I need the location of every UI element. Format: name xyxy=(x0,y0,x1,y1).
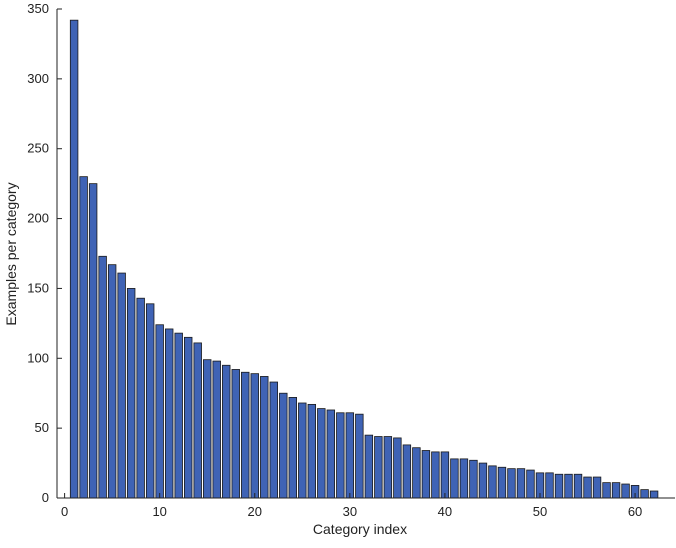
bar xyxy=(193,342,202,499)
x-tick-label: 30 xyxy=(343,504,357,519)
bar xyxy=(98,255,107,499)
bar xyxy=(288,397,297,499)
bar xyxy=(117,272,126,499)
bar xyxy=(459,458,469,499)
bar xyxy=(355,413,364,499)
bar xyxy=(155,324,164,499)
bar xyxy=(469,459,478,499)
bar xyxy=(241,371,250,499)
bar xyxy=(478,462,488,499)
bar xyxy=(621,483,630,499)
x-tick-label: 60 xyxy=(628,504,642,519)
bar xyxy=(583,476,592,499)
x-tick-label: 20 xyxy=(248,504,262,519)
bar xyxy=(507,468,516,499)
bar xyxy=(611,482,621,499)
bar xyxy=(440,451,450,499)
bar xyxy=(326,409,336,499)
bar xyxy=(564,473,573,499)
bar xyxy=(88,183,98,499)
y-tick-label: 100 xyxy=(27,350,49,365)
bar xyxy=(203,359,212,499)
x-tick-label: 0 xyxy=(61,504,68,519)
bar xyxy=(450,458,459,499)
bar xyxy=(269,381,278,499)
bar xyxy=(402,444,412,499)
bar xyxy=(345,412,355,499)
bar xyxy=(126,288,136,499)
bar xyxy=(393,437,402,499)
y-tick-label: 150 xyxy=(27,280,49,295)
bar xyxy=(79,176,88,499)
bar xyxy=(554,473,564,499)
bar xyxy=(412,447,421,499)
bar xyxy=(145,303,155,499)
bar xyxy=(336,412,345,499)
bar xyxy=(488,465,497,499)
x-tick-label: 50 xyxy=(533,504,547,519)
bar xyxy=(212,360,221,499)
bar xyxy=(421,450,431,499)
y-tick-label: 300 xyxy=(27,71,49,86)
bar xyxy=(364,434,374,499)
y-tick-label: 200 xyxy=(27,211,49,226)
y-tick-label: 50 xyxy=(35,420,49,435)
bar xyxy=(573,473,583,499)
bar xyxy=(374,436,383,499)
x-tick-label: 40 xyxy=(438,504,452,519)
bar xyxy=(516,468,526,499)
bar xyxy=(298,402,307,499)
bar xyxy=(222,364,231,499)
bar xyxy=(640,489,649,499)
bar xyxy=(69,19,79,499)
bar xyxy=(107,264,117,499)
bar xyxy=(545,472,554,499)
bar xyxy=(164,328,174,499)
y-tick-label: 350 xyxy=(27,1,49,16)
bar xyxy=(231,369,240,499)
bar xyxy=(136,297,145,499)
x-axis-label: Category index xyxy=(313,521,407,537)
y-axis-label: Examples per category xyxy=(3,182,19,325)
bar xyxy=(250,373,259,499)
bar xyxy=(592,476,602,499)
bar xyxy=(649,490,659,499)
bar xyxy=(174,332,183,499)
bar xyxy=(317,408,326,499)
bar xyxy=(497,466,507,499)
bar xyxy=(431,451,440,499)
bar xyxy=(307,403,317,499)
bar xyxy=(279,392,288,499)
bar xyxy=(526,469,535,499)
bar xyxy=(184,336,193,499)
bar xyxy=(260,376,269,499)
y-tick-label: 0 xyxy=(42,490,49,505)
x-tick-label: 10 xyxy=(152,504,166,519)
y-tick-label: 250 xyxy=(27,141,49,156)
bar xyxy=(383,436,393,499)
bar xyxy=(602,482,611,499)
